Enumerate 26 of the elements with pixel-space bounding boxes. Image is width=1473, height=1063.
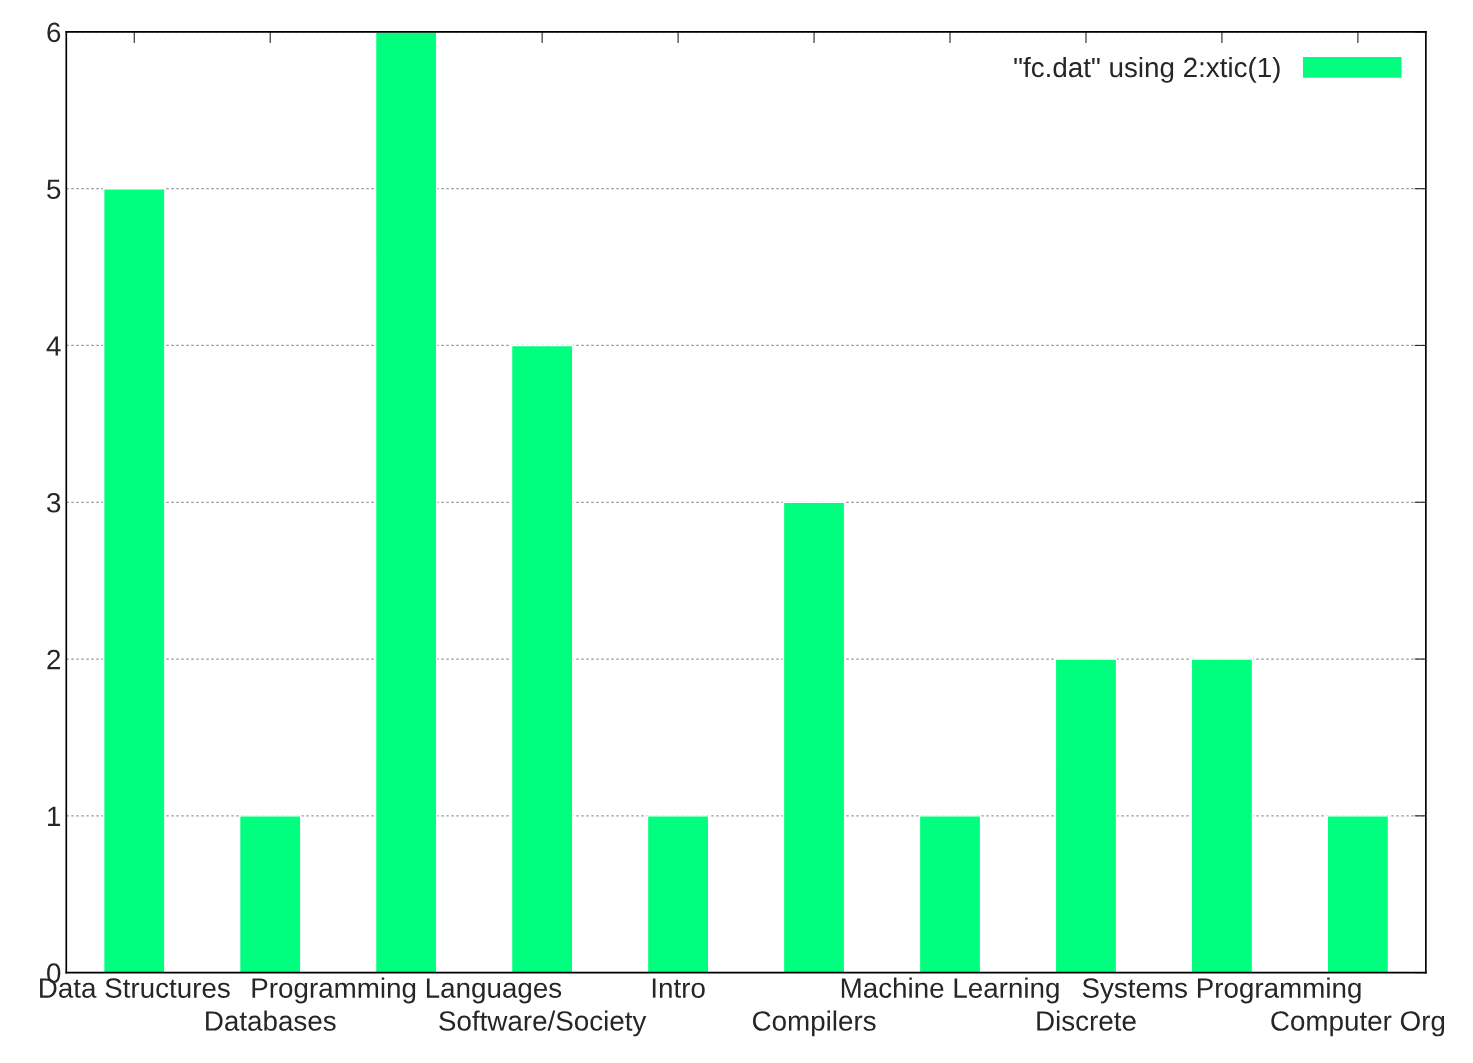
bar xyxy=(374,31,438,973)
x-tick-label: Discrete xyxy=(1037,1010,1136,1031)
bar xyxy=(510,344,574,973)
x-tick-label: Systems Programming xyxy=(1082,977,1361,1004)
legend-label: "fc.dat" using 2:xtic(1) xyxy=(1014,56,1280,83)
bar xyxy=(646,815,710,973)
x-tick-label: Computer Org xyxy=(1271,1011,1445,1037)
x-tick-label: Databases xyxy=(206,1010,336,1031)
y-tick-label: 5 xyxy=(47,179,61,200)
bar xyxy=(918,815,982,973)
bar xyxy=(102,187,166,973)
bar xyxy=(1054,658,1118,973)
bar xyxy=(238,815,302,973)
bar xyxy=(1326,815,1390,973)
y-tick-label: 6 xyxy=(47,22,61,43)
y-tick-label: 2 xyxy=(47,649,61,670)
y-tick-label: 4 xyxy=(46,336,61,356)
x-tick-label: Intro xyxy=(652,978,705,998)
bar xyxy=(782,501,846,973)
bar xyxy=(1190,658,1254,973)
y-tick-label: 3 xyxy=(47,492,61,513)
y-tick-label: 1 xyxy=(48,806,61,826)
x-tick-label: Compilers xyxy=(752,1010,876,1037)
x-tick-label: Programming Languages xyxy=(252,977,562,1004)
x-tick-label: Machine Learning xyxy=(841,977,1059,1004)
x-tick-label: Software/Society xyxy=(439,1010,647,1037)
